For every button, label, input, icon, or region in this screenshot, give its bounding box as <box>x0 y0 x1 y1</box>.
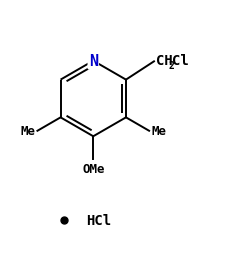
Text: Me: Me <box>151 125 166 138</box>
Text: N: N <box>89 54 98 69</box>
Text: OMe: OMe <box>82 163 105 176</box>
Text: CH: CH <box>156 54 173 68</box>
Text: 2: 2 <box>169 60 174 70</box>
Text: HCl: HCl <box>86 213 111 227</box>
Text: Cl: Cl <box>172 54 189 68</box>
Text: Me: Me <box>21 125 36 138</box>
